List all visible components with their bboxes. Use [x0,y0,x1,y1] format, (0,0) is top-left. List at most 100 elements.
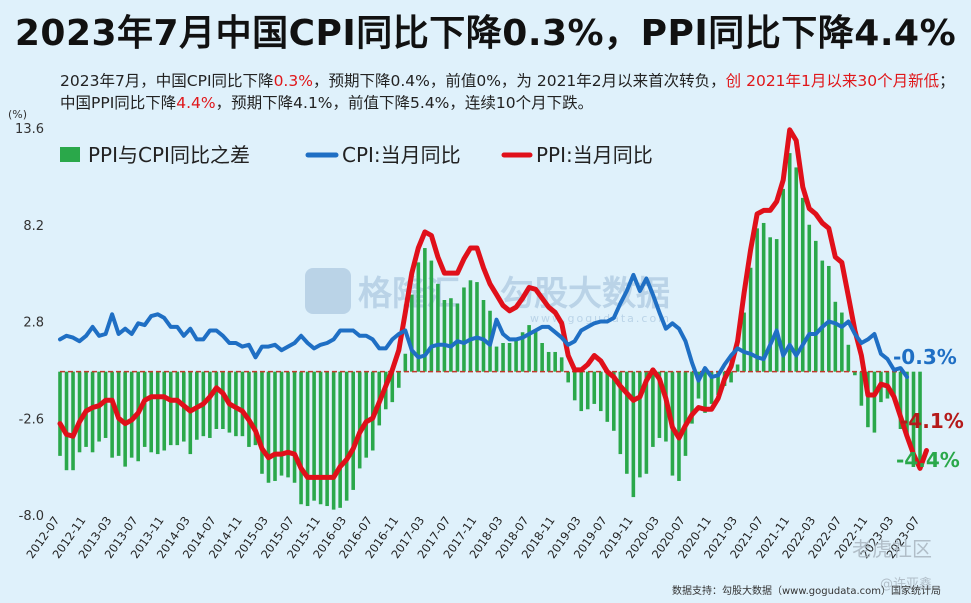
diff-bar [651,371,655,447]
diff-bar [240,371,245,437]
ppi-line [57,127,929,480]
diff-bar [677,371,681,481]
diff-bar [690,371,694,424]
diff-bar [872,371,877,433]
diff-bar [709,371,714,404]
diff-bar [638,371,642,478]
diff-bar [162,371,167,451]
diff-bar [696,371,701,399]
watermark-corner: 老虎社区 [852,537,932,561]
diff-bar [911,371,916,458]
diff-bar [318,371,323,505]
diff-bar [605,371,610,422]
diff-bar [331,371,336,510]
diff-bar [918,371,922,464]
diff-bar [364,371,369,458]
diff-bar [208,371,212,438]
diff-bar [735,364,740,372]
diff-bar [221,371,225,429]
page-title: 2023年7月中国CPI同比下降0.3%，PPI同比下降4.4% [14,13,957,54]
diff-bar [175,371,180,446]
diff-bar [755,228,759,372]
diff-bar [462,287,466,372]
diff-bar [794,167,799,372]
diff-bar [546,351,551,372]
diff-bar [403,353,408,372]
subtitle-text-3: ；中国PPI同比下降 [60,72,955,112]
diff-bar [774,239,779,372]
diff-bar [325,371,329,507]
diff-bar [553,351,557,372]
y-tick-label: -8.0 [19,509,44,524]
diff-bar [494,346,499,372]
subtitle-highlight-1: 0.3% [273,72,313,90]
diff-bar [592,371,597,404]
diff-bar [266,371,271,483]
diff-bar [729,371,733,383]
diff-bar [501,343,505,372]
diff-bar [859,371,864,406]
diff-bar [768,237,772,372]
diff-bar [260,371,264,474]
diff-bar [514,339,518,372]
diff-bar [703,371,707,413]
diff-bar [110,371,114,458]
y-unit-label: (%) [8,108,27,121]
diff-bar [423,248,427,372]
diff-bar [618,371,623,455]
diff-bar [64,371,69,471]
diff-bar [286,371,290,478]
legend-diff-label: PPI与CPI同比之差 [88,143,250,167]
subtitle-text-2: ，预期下降0.4%，前值0%，为 2021年2月以来首次转负， [312,72,726,90]
chart-subtitle: 2023年7月，中国CPI同比下降0.3%，预期下降0.4%，前值0%，为 20… [60,70,960,114]
watermark-site: www.gogudata.com [530,312,671,325]
diff-bar [129,371,134,458]
diff-bar [761,222,766,372]
watermark: 格隆汇 勾股大数据 www.gogudata.com [305,268,671,325]
diff-bar [559,357,564,372]
diff-bar [370,371,375,451]
diff-bar [390,371,395,403]
diff-bar [787,153,792,372]
watermark-corner2: @许亚鑫 [880,576,932,592]
diff-bar [566,371,570,383]
diff-bar [351,371,355,490]
legend-cpi-label: CPI:当月同比 [342,143,461,167]
diff-bar [683,371,688,456]
annotation-ppi-expected: -4.1% [900,409,964,433]
diff-bar [742,312,746,372]
diff-bar [247,371,251,447]
diff-bar [840,312,844,372]
diff-bar [312,371,316,501]
diff-bar [155,371,160,455]
diff-bar [71,371,75,471]
diff-bar [657,371,662,438]
diff-bar [58,371,62,456]
diff-bar [214,371,219,429]
diff-bar [436,283,440,372]
diff-bar [898,371,903,429]
diff-bar [631,371,636,498]
legend-ppi-label: PPI:当月同比 [536,143,653,167]
subtitle-highlight-3: 4.4% [176,94,216,112]
diff-bar [866,371,870,428]
diff-bar [410,294,414,372]
diff-bar [292,371,297,483]
diff-bar [827,265,831,372]
annotation-cpi: -0.3% [893,345,957,369]
diff-bar [103,371,108,438]
diff-bar [90,371,95,453]
subtitle-text-1: 2023年7月，中国CPI同比下降 [60,72,274,90]
diff-bar [833,301,838,372]
diff-bar [853,371,857,376]
y-tick-label: 13.6 [15,122,44,137]
diff-bar [820,260,825,372]
diff-bar [520,332,525,372]
diff-bar [800,197,805,372]
diff-bar [77,371,82,453]
diff-bar [449,298,453,372]
y-tick-label: 8.2 [23,219,44,234]
y-tick-label: 2.8 [23,316,44,331]
annotation-ppi: -4.4% [896,448,960,472]
